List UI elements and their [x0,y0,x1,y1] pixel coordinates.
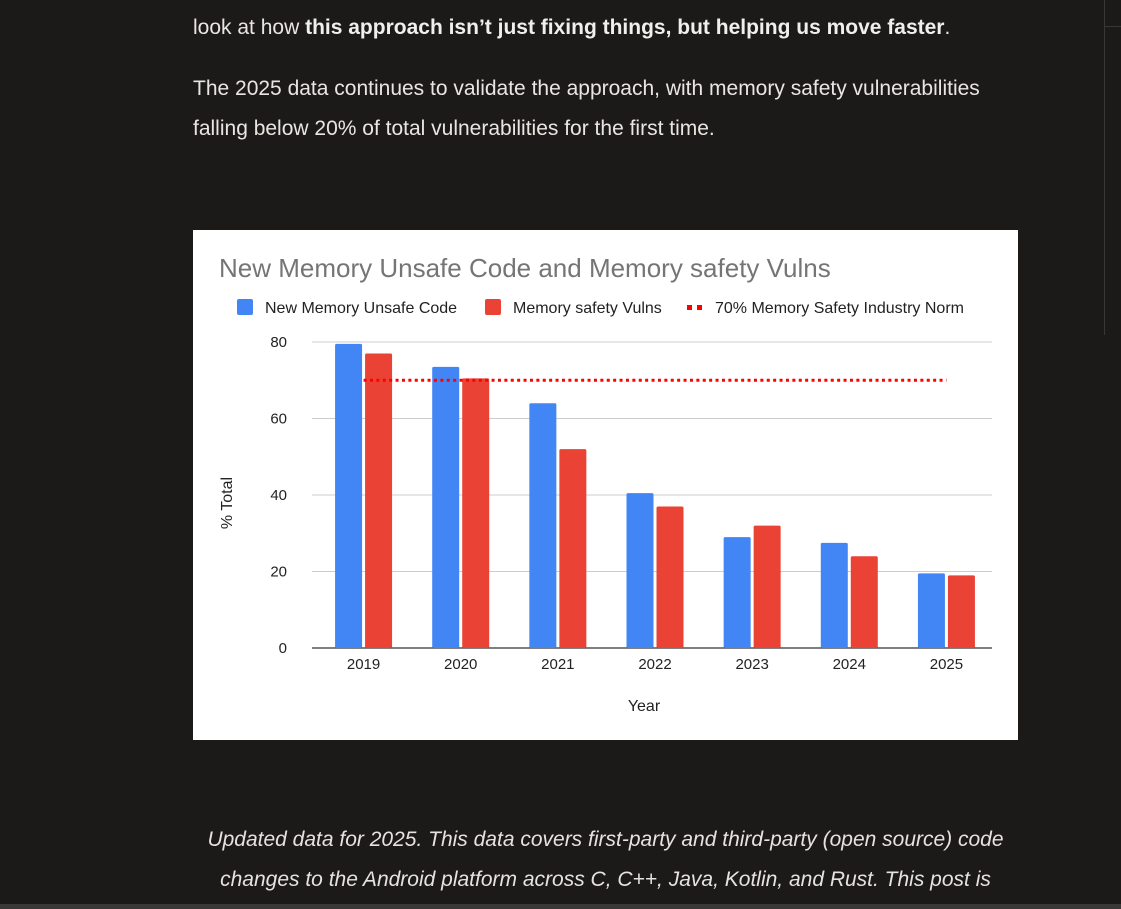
x-tick-label: 2019 [347,656,380,673]
x-tick-label: 2020 [444,656,477,673]
bar-memory-safety-vulns-2021 [559,449,587,648]
legend-label: New Memory Unsafe Code [265,300,457,317]
bar-memory-safety-vulns-2023 [753,525,781,648]
y-tick-label: 20 [270,564,287,581]
x-tick-label: 2023 [735,656,768,673]
intro-prefix: look at how [193,16,306,39]
chart-bars [335,343,975,648]
chart-caption: Updated data for 2025. This data covers … [193,820,1018,900]
bar-memory-safety-vulns-2025 [947,575,975,648]
bar-new-unsafe-code-2025 [917,573,945,648]
bar-memory-safety-vulns-2020 [462,378,490,648]
legend-label: 70% Memory Safety Industry Norm [715,300,964,317]
legend-dot [687,305,692,310]
x-tick-label: 2024 [833,656,866,673]
y-tick-label: 80 [270,334,287,351]
bar-memory-safety-vulns-2019 [365,353,393,648]
bar-new-unsafe-code-2021 [529,403,557,648]
data-paragraph-line2: falling below 20% of total vulnerabiliti… [193,117,715,140]
bar-new-unsafe-code-2023 [723,537,751,648]
chart-card: New Memory Unsafe Code and Memory safety… [193,230,1018,740]
x-tick-label: 2022 [638,656,671,673]
intro-suffix: . [944,16,951,39]
y-tick-label: 60 [270,411,287,428]
bar-new-unsafe-code-2022 [626,493,654,648]
caption-line1: Updated data for 2025. This data covers … [207,828,1004,851]
legend-swatch [237,299,253,315]
caption-line2: changes to the Android platform across C… [220,868,991,891]
intro-bold: this approach isn’t just fixing things, … [305,16,945,39]
data-paragraph-line1: The 2025 data continues to validate the … [193,77,980,100]
bar-new-unsafe-code-2024 [820,542,848,648]
chart-title: New Memory Unsafe Code and Memory safety… [219,253,831,283]
y-axis-title: % Total [219,477,236,529]
bar-chart: New Memory Unsafe Code and Memory safety… [219,253,992,715]
bar-memory-safety-vulns-2022 [656,506,684,648]
scrollbar-thumb[interactable] [1105,0,1121,27]
legend-label: Memory safety Vulns [513,300,662,317]
legend-swatch [485,299,501,315]
chart-legend: New Memory Unsafe Code Memory safety Vuln… [237,299,964,317]
x-tick-label: 2021 [541,656,574,673]
bottom-scrollbar[interactable] [0,904,1121,909]
y-axis-labels: 0 20 40 60 80 [270,334,287,657]
x-tick-label: 2025 [930,656,963,673]
x-axis-title: Year [628,698,661,715]
scrollbar-track[interactable] [1104,0,1121,335]
legend-dot [697,305,702,310]
bar-new-unsafe-code-2020 [432,366,460,648]
bar-memory-safety-vulns-2024 [850,556,878,648]
intro-paragraph: look at how this approach isn’t just fix… [193,8,1023,48]
bar-new-unsafe-code-2019 [335,343,363,648]
x-axis-labels: 2019 2020 2021 2022 2023 2024 2025 [347,656,963,673]
y-tick-label: 0 [279,640,287,657]
y-tick-label: 40 [270,487,287,504]
data-paragraph: The 2025 data continues to validate the … [193,69,1023,149]
